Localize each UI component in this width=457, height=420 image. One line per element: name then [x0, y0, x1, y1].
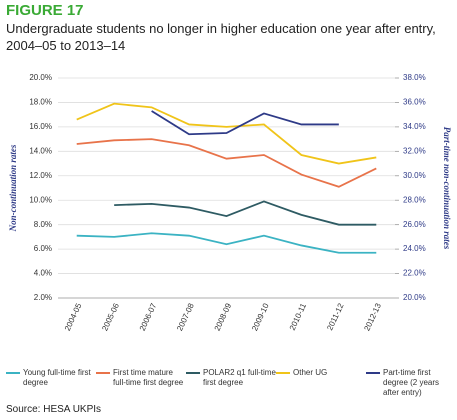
y-tick-label: 8.0% — [34, 220, 52, 229]
y-tick-label: 18.0% — [29, 98, 52, 107]
legend-label: Part-time first degree (2 years after en… — [383, 368, 440, 397]
legend-swatch — [6, 372, 20, 374]
chart-title: FIGURE 17 — [6, 2, 84, 19]
y2-tick-label: 24.0% — [403, 244, 426, 253]
legend-item: Young full-time first degree — [6, 368, 96, 398]
x-tick-label: 2012-13 — [362, 301, 383, 332]
y2-tick-label: 26.0% — [403, 220, 426, 229]
y2-tick-label: 38.0% — [403, 73, 426, 82]
y2-tick-label: 28.0% — [403, 195, 426, 204]
legend-swatch — [186, 372, 200, 374]
y2-tick-label: 20.0% — [403, 293, 426, 302]
y-tick-label: 4.0% — [34, 269, 52, 278]
legend-item: Other UG — [276, 368, 366, 398]
y2-axis-title: Part-time non-continuation rates — [442, 127, 452, 250]
legend-label: First time mature full-time first degree — [113, 368, 184, 387]
series-line — [76, 232, 377, 254]
x-tick-label: 2011-12 — [325, 301, 346, 331]
chart: Non-continuation rates Part-time non-con… — [8, 73, 452, 332]
chart-subtitle: Undergraduate students no longer in high… — [6, 21, 436, 53]
legend-swatch — [96, 372, 110, 374]
x-tick-label: 2007-08 — [175, 301, 196, 332]
y-tick-label: 6.0% — [34, 244, 52, 253]
legend-swatch — [366, 372, 380, 374]
legend-item: POLAR2 q1 full-time first degree — [186, 368, 276, 398]
y2-tick-label: 32.0% — [403, 146, 426, 155]
legend-item: First time mature full-time first degree — [96, 368, 186, 398]
x-tick-label: 2006-07 — [138, 301, 159, 332]
legend-label: POLAR2 q1 full-time first degree — [203, 368, 276, 387]
y-tick-label: 2.0% — [34, 293, 52, 302]
y-tick-label: 16.0% — [29, 122, 52, 131]
y-axis-title: Non-continuation rates — [8, 144, 18, 232]
x-tick-label: 2010-11 — [288, 301, 309, 331]
legend: Young full-time first degree First time m… — [6, 368, 456, 398]
y2-tick-label: 30.0% — [403, 171, 426, 180]
legend-swatch — [276, 372, 290, 374]
legend-label: Young full-time first degree — [23, 368, 91, 387]
y2-tick-label: 36.0% — [403, 98, 426, 107]
x-tick-label: 2005-06 — [100, 301, 121, 332]
series-line — [114, 200, 377, 226]
series-line — [76, 138, 377, 188]
series-line — [151, 110, 339, 136]
y2-tick-label: 22.0% — [403, 269, 426, 278]
y-tick-label: 20.0% — [29, 73, 52, 82]
y-tick-label: 12.0% — [29, 171, 52, 180]
legend-label: Other UG — [293, 368, 328, 377]
y2-tick-label: 34.0% — [403, 122, 426, 131]
series-line — [76, 102, 377, 165]
x-tick-label: 2004-05 — [63, 301, 84, 332]
x-tick-label: 2008-09 — [213, 301, 234, 332]
y-tick-label: 10.0% — [29, 195, 52, 204]
x-tick-label: 2009-10 — [250, 301, 271, 332]
source: Source: HESA UKPIs — [6, 404, 102, 415]
y-tick-label: 14.0% — [29, 146, 52, 155]
legend-item: Part-time first degree (2 years after en… — [366, 368, 456, 398]
